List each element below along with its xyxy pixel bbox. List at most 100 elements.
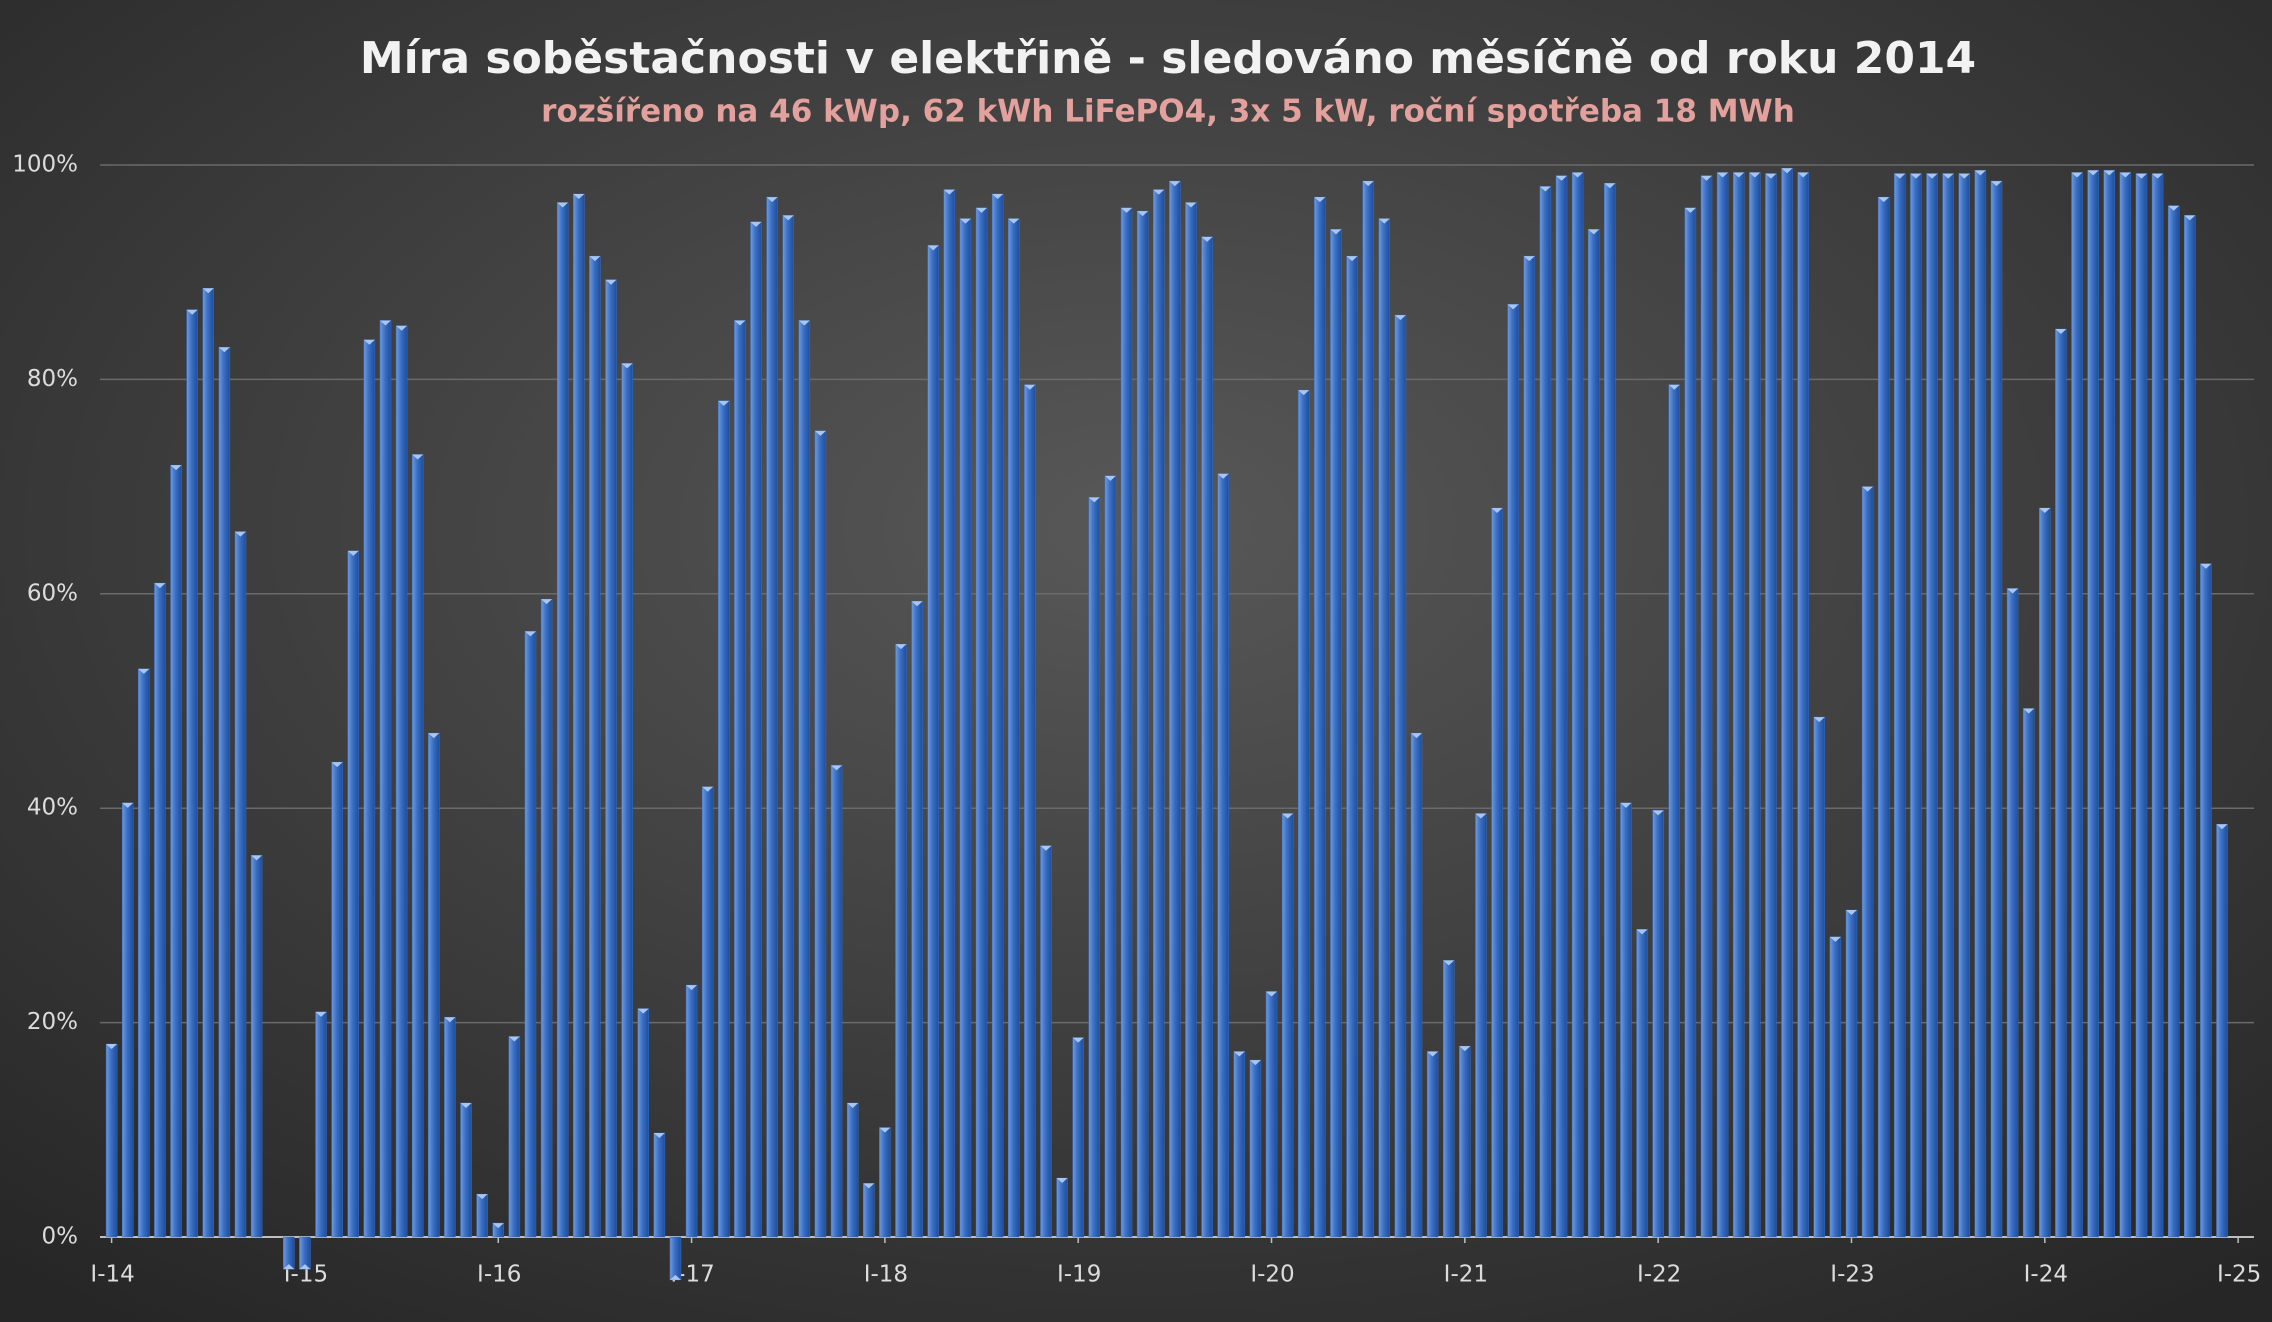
bar-body bbox=[1716, 172, 1729, 1238]
bar bbox=[1442, 960, 1455, 1238]
bar bbox=[1233, 1051, 1246, 1238]
bar-cap bbox=[1942, 173, 1954, 179]
bar-body bbox=[846, 1102, 859, 1238]
bar-cap bbox=[186, 309, 198, 315]
bar-body bbox=[814, 430, 827, 1238]
bar-cap bbox=[1684, 207, 1696, 213]
bar bbox=[1394, 314, 1407, 1238]
bar-cap bbox=[895, 644, 907, 650]
bar-cap bbox=[1314, 197, 1326, 203]
bar bbox=[2006, 588, 2019, 1238]
y-tick-label: 40% bbox=[27, 795, 78, 821]
bar-body bbox=[1555, 175, 1568, 1238]
bar bbox=[2071, 172, 2083, 1238]
bar-cap bbox=[106, 1044, 118, 1050]
bar-body bbox=[105, 1043, 118, 1238]
bar bbox=[1732, 172, 1745, 1238]
bar-cap bbox=[492, 1223, 504, 1229]
bar bbox=[846, 1102, 859, 1238]
bar-body bbox=[444, 1016, 456, 1238]
bar-body bbox=[573, 193, 585, 1238]
bar bbox=[1910, 173, 1922, 1238]
bar-cap bbox=[1636, 929, 1648, 935]
bar-cap bbox=[2103, 170, 2115, 176]
bar-cap bbox=[138, 668, 150, 674]
bar-cap bbox=[686, 985, 698, 991]
bar-cap bbox=[976, 207, 988, 213]
bar-cap bbox=[379, 320, 391, 326]
bar-body bbox=[1201, 236, 1213, 1238]
bar-body bbox=[975, 207, 988, 1238]
bar bbox=[1587, 229, 1600, 1238]
bar-body bbox=[1781, 167, 1793, 1238]
chart-title: Míra soběstačnosti v elektřině - sledová… bbox=[360, 33, 1976, 84]
bar bbox=[299, 1236, 311, 1270]
bar-cap bbox=[943, 189, 955, 195]
bar bbox=[669, 1236, 682, 1281]
bar-cap bbox=[1072, 1037, 1084, 1043]
bar bbox=[943, 189, 956, 1238]
bar bbox=[1297, 389, 1310, 1238]
bar bbox=[1410, 732, 1423, 1238]
bar bbox=[170, 464, 182, 1238]
bar-body bbox=[1491, 507, 1503, 1238]
bar-cap bbox=[154, 583, 166, 589]
bar bbox=[959, 218, 972, 1238]
bar-cap bbox=[122, 802, 134, 808]
bar-body bbox=[1620, 802, 1632, 1238]
bar bbox=[138, 668, 150, 1238]
bar-body bbox=[1153, 189, 1165, 1238]
bar-body bbox=[1507, 304, 1519, 1238]
bar bbox=[830, 765, 843, 1238]
bar-cap bbox=[1185, 202, 1197, 208]
bar-body bbox=[1765, 173, 1777, 1238]
bar-body bbox=[2151, 173, 2164, 1238]
bar bbox=[1507, 304, 1519, 1238]
bar-cap bbox=[1040, 845, 1052, 851]
bar-cap bbox=[1137, 211, 1149, 217]
bar-cap bbox=[2023, 708, 2035, 714]
bar-body bbox=[766, 196, 778, 1238]
bar-body bbox=[1459, 1045, 1471, 1238]
bar-body bbox=[411, 454, 424, 1238]
bar-cap bbox=[412, 454, 424, 460]
bar-body bbox=[540, 598, 553, 1238]
bar-body bbox=[1394, 314, 1407, 1238]
bar bbox=[460, 1102, 472, 1238]
bar bbox=[492, 1222, 504, 1238]
bar-body bbox=[734, 320, 746, 1238]
bar-cap bbox=[1249, 1060, 1261, 1066]
bar bbox=[524, 631, 537, 1238]
bar-cap bbox=[2168, 205, 2180, 211]
x-tick-label: I-25 bbox=[2217, 1262, 2261, 1288]
bar-body bbox=[1008, 218, 1020, 1238]
bar-cap bbox=[927, 245, 939, 251]
bar-body bbox=[170, 464, 182, 1238]
bar bbox=[2022, 708, 2035, 1238]
bar-cap bbox=[508, 1036, 520, 1042]
bar-cap bbox=[1378, 218, 1390, 224]
bar-cap bbox=[831, 765, 843, 771]
bar-body bbox=[1346, 255, 1358, 1238]
bar bbox=[814, 430, 827, 1238]
bar bbox=[234, 531, 247, 1238]
bar-body bbox=[2071, 172, 2083, 1238]
bar-body bbox=[2184, 215, 2196, 1238]
bar-cap bbox=[1588, 229, 1600, 235]
bar bbox=[1056, 1177, 1068, 1238]
bar-body bbox=[315, 1011, 327, 1238]
bar bbox=[2103, 170, 2115, 1238]
bar-body bbox=[1056, 1177, 1068, 1238]
bar bbox=[1877, 196, 1890, 1238]
bar-body bbox=[1749, 172, 1761, 1238]
bar-body bbox=[1604, 182, 1616, 1238]
bar-body bbox=[1314, 196, 1326, 1238]
bar-body bbox=[1700, 175, 1713, 1238]
bar bbox=[1281, 813, 1294, 1238]
x-tick-label: I-21 bbox=[1444, 1262, 1488, 1288]
bar bbox=[1491, 507, 1503, 1238]
bar-body bbox=[1894, 173, 1906, 1238]
bar-body bbox=[1797, 172, 1809, 1238]
bar-body bbox=[2055, 328, 2067, 1238]
bar-cap bbox=[1733, 172, 1745, 178]
